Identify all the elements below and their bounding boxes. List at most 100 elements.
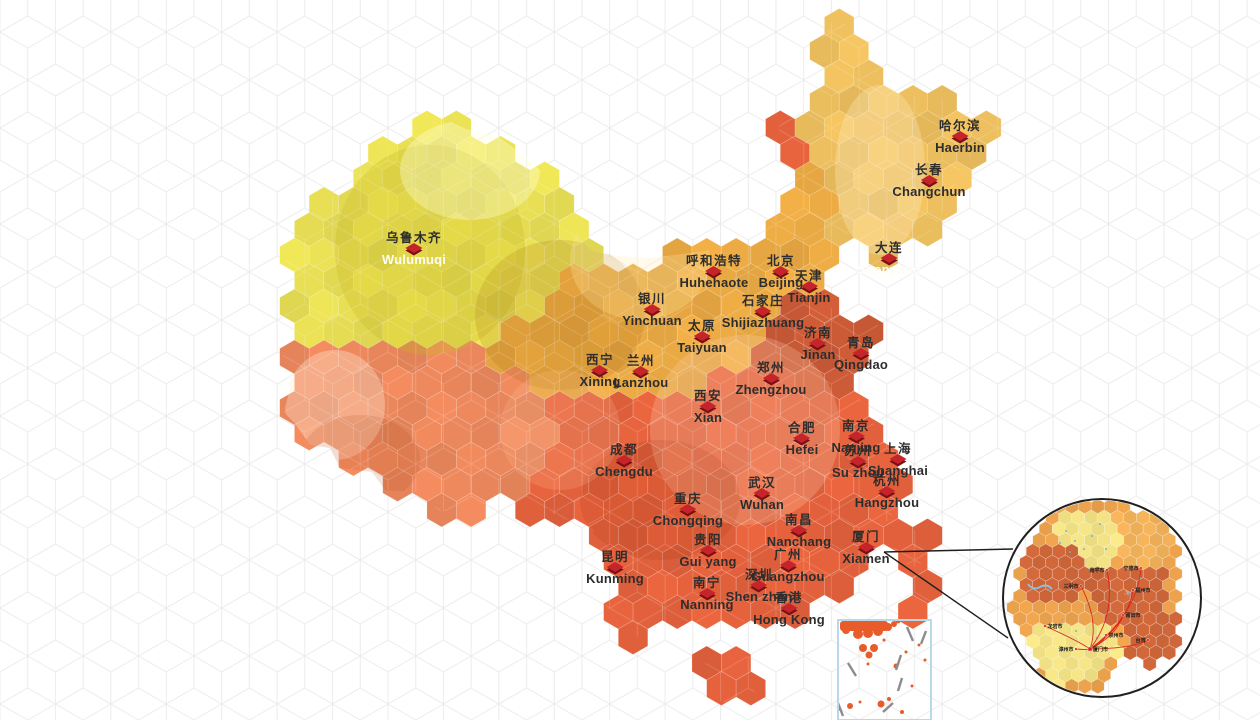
route-curve bbox=[1089, 569, 1110, 650]
city-marker-icon bbox=[857, 541, 875, 555]
city-marker-icon bbox=[847, 430, 865, 444]
city-taiyuan[interactable]: 太原 Taiyuan bbox=[677, 320, 727, 354]
inset-blue-dot bbox=[1069, 551, 1071, 553]
city-name-en: Wuhan bbox=[739, 496, 785, 512]
scs-island-dot bbox=[877, 700, 885, 708]
city-chongqing[interactable]: 重庆 Chongqing bbox=[653, 493, 723, 527]
inset-city-2: 三明市 bbox=[1063, 583, 1083, 590]
scs-border bbox=[837, 619, 932, 720]
city-nanning[interactable]: 南宁 Nanning bbox=[680, 577, 733, 611]
city-name-zh: 贵阳 bbox=[693, 533, 722, 547]
inset-city-label: 莆田市 bbox=[1126, 612, 1141, 619]
scs-island-dot bbox=[882, 638, 886, 642]
city-hefei[interactable]: 合肥 Hefei bbox=[786, 422, 819, 456]
city-kunming[interactable]: 昆明 Kunming bbox=[586, 551, 644, 585]
scs-dash-line bbox=[846, 662, 858, 677]
city-marker-icon bbox=[754, 305, 772, 319]
city-name-en: Qingdao bbox=[833, 356, 889, 372]
city-marker-icon bbox=[762, 372, 780, 386]
city-gui-yang[interactable]: 贵阳 Gui yang bbox=[679, 534, 736, 568]
city-nanchang[interactable]: 南昌 Nanchang bbox=[767, 514, 831, 548]
south-china-sea-inset bbox=[837, 619, 932, 720]
scs-island-dot bbox=[900, 710, 904, 714]
city-wuhan[interactable]: 武汉 Wuhan bbox=[740, 477, 784, 511]
city-name-zh: 南京 bbox=[841, 419, 871, 433]
city-wulumuqi[interactable]: 乌鲁木齐 Wulumuqi bbox=[382, 232, 446, 266]
city-beijing[interactable]: 北京 Beijing bbox=[759, 255, 804, 289]
city-su-zhou[interactable]: 苏州 Su zhou bbox=[832, 445, 884, 479]
inset-city-8: 台湾 bbox=[1135, 637, 1150, 644]
city-marker-icon bbox=[632, 365, 650, 379]
city-marker-icon bbox=[606, 561, 624, 575]
city-nanjing[interactable]: 南京 Nanjing bbox=[831, 420, 880, 454]
city-xian[interactable]: 西安 Xian bbox=[694, 390, 722, 424]
scs-coast-dot bbox=[842, 626, 850, 634]
city-name-zh: 南宁 bbox=[692, 576, 721, 590]
city-marker-icon bbox=[699, 544, 717, 558]
city-name-zh: 郑州 bbox=[756, 361, 785, 375]
city-name-zh: 成都 bbox=[609, 443, 639, 457]
scs-coast-dot bbox=[891, 621, 897, 627]
city-marker-icon bbox=[951, 130, 969, 144]
scs-dash-line bbox=[894, 654, 903, 671]
city-hangzhou[interactable]: 杭州 Hangzhou bbox=[855, 475, 919, 509]
city-marker-icon bbox=[705, 265, 723, 279]
city-name-zh: 厦门 bbox=[851, 530, 881, 544]
inset-blue-dot bbox=[1047, 589, 1049, 591]
inset-city-dot bbox=[1131, 588, 1135, 592]
inset-city-1: 宁德市 bbox=[1123, 565, 1143, 572]
city-marker-icon bbox=[920, 174, 938, 188]
inset-city-label: 宁德市 bbox=[1123, 565, 1138, 572]
inset-city-dot bbox=[1079, 584, 1083, 588]
city-zhengzhou[interactable]: 郑州 Zhengzhou bbox=[735, 362, 806, 396]
inset-hex-tile bbox=[1162, 644, 1176, 661]
city-guangzhou[interactable]: 广州 Guangzhou bbox=[751, 549, 824, 583]
city-hong-kong[interactable]: 香港 Hong Kong bbox=[753, 592, 825, 626]
city-name-zh: 哈尔滨 bbox=[938, 119, 981, 133]
city-yinchuan[interactable]: 银川 Yinchuan bbox=[622, 293, 682, 327]
city-tianjin[interactable]: 天津 Tianjin bbox=[787, 270, 830, 304]
inset-city-label: 漳州市 bbox=[1058, 646, 1073, 653]
city-name-zh: 呼和浩特 bbox=[685, 254, 743, 268]
city-qingdao[interactable]: 青岛 Qingdao bbox=[834, 337, 888, 371]
city-shenyang[interactable]: 大连 Shenyang bbox=[857, 242, 921, 276]
city-huhehaote[interactable]: 呼和浩特 Huhehaote bbox=[680, 255, 749, 289]
city-lanzhou[interactable]: 兰州 Lanzhou bbox=[614, 355, 669, 389]
city-changchun[interactable]: 长春 Changchun bbox=[892, 164, 965, 198]
inset-city-label: 泉州市 bbox=[1108, 632, 1124, 639]
city-name-zh: 广州 bbox=[773, 548, 803, 562]
city-shanghai[interactable]: 上海 Shanghai bbox=[868, 443, 928, 477]
city-marker-icon bbox=[878, 485, 896, 499]
city-xining[interactable]: 西宁 Xining bbox=[580, 354, 621, 388]
city-name-zh: 苏州 bbox=[843, 444, 873, 458]
scs-island-dot bbox=[917, 643, 921, 647]
city-chengdu[interactable]: 成都 Chengdu bbox=[595, 444, 653, 478]
city-name-en: Xining bbox=[579, 373, 621, 389]
city-name-en: Shenyang bbox=[857, 261, 921, 277]
city-marker-icon bbox=[880, 252, 898, 266]
city-name-en: Changchun bbox=[892, 183, 966, 199]
city-name-zh: 兰州 bbox=[626, 354, 655, 368]
city-marker-icon bbox=[889, 453, 907, 467]
inset-hex-tile bbox=[1142, 655, 1157, 672]
inset-city-dot bbox=[1105, 568, 1109, 572]
inset-blue-dot bbox=[1083, 548, 1085, 550]
city-shijiazhuang[interactable]: 石家庄 Shijiazhuang bbox=[722, 295, 805, 329]
inset-blue-dot bbox=[1065, 530, 1067, 532]
inset-blue-dot bbox=[1074, 540, 1076, 542]
city-marker-icon bbox=[852, 347, 870, 361]
city-haerbin[interactable]: 哈尔滨 Haerbin bbox=[935, 120, 985, 154]
city-name-en: Jinan bbox=[800, 346, 836, 362]
city-name-en: Chongqing bbox=[652, 512, 724, 528]
magnifier-circle bbox=[1002, 498, 1202, 698]
scs-island-dot bbox=[858, 700, 862, 704]
city-xiamen[interactable]: 厦门 Xiamen bbox=[842, 531, 889, 565]
scs-island-dot bbox=[866, 662, 870, 666]
city-shen-zhen[interactable]: 深圳 Shen zhen bbox=[726, 569, 793, 603]
city-marker-icon bbox=[699, 400, 717, 414]
inset-blue-dot bbox=[1087, 604, 1089, 606]
city-marker-icon bbox=[698, 587, 716, 601]
city-name-zh: 济南 bbox=[803, 326, 832, 340]
route-curve bbox=[1080, 585, 1094, 650]
city-jinan[interactable]: 济南 Jinan bbox=[801, 327, 836, 361]
